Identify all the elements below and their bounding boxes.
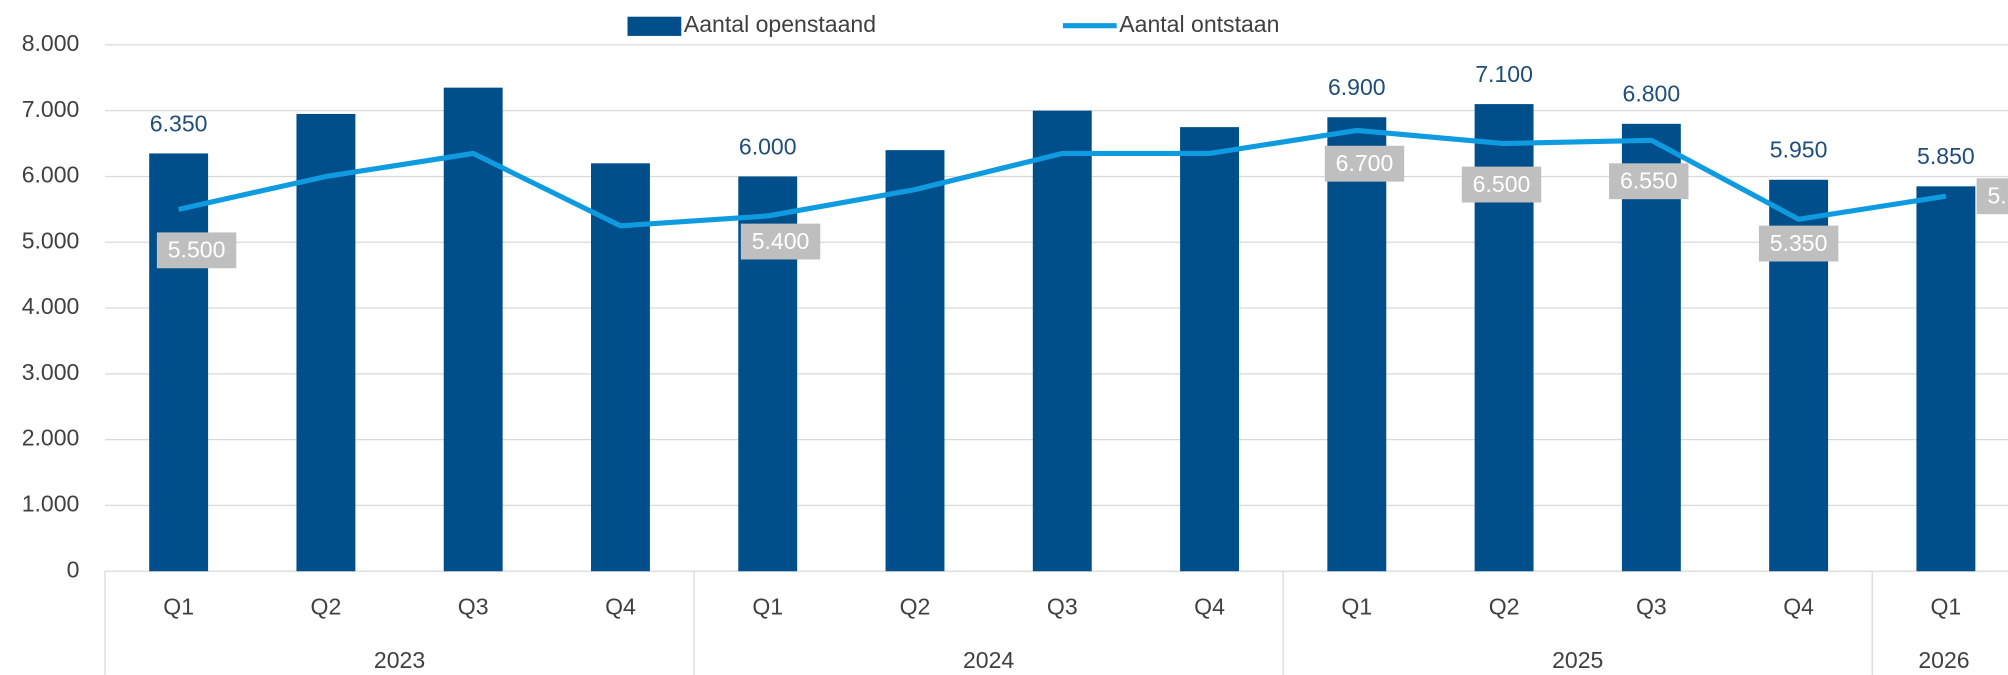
line-value-label: 5.400 [752,228,810,254]
bar [1916,186,1976,572]
bar-value-label: 6.900 [1328,74,1386,100]
x-tick-label: Q1 [163,593,194,619]
line-value-label: 5.700 [1987,183,2008,209]
y-tick-label: 6.000 [22,162,80,188]
y-tick-label: 5.000 [22,227,80,253]
group-label: 2024 [963,647,1014,673]
bar [443,87,503,572]
line-label-box [1609,163,1689,200]
bar [1327,117,1387,572]
legend-label: Aantal openstaand [684,11,876,37]
bar [885,150,945,572]
x-tick-label: Q4 [1194,593,1225,619]
line-value-label: 6.700 [1336,150,1394,176]
group-label: 2026 [1918,647,1969,673]
x-tick-label: Q3 [1047,593,1078,619]
line-label-box [740,223,821,260]
x-tick-label: Q1 [752,593,783,619]
x-tick-label: Q2 [311,593,342,619]
x-tick-label: Q3 [1636,593,1667,619]
line-label-box [1976,178,2008,215]
y-tick-label: 7.000 [22,96,80,122]
bar [591,163,650,572]
y-tick-label: 8.000 [22,30,80,56]
bar [1180,127,1239,572]
bar-value-label: 6.000 [739,133,797,159]
line [178,127,1947,229]
x-tick-label: Q1 [1931,593,1962,619]
bar-value-label: 7.100 [1475,61,1533,87]
x-tick-label: Q1 [1341,593,1372,619]
legend-swatch [627,16,682,36]
bar-value-label: 5.850 [1917,143,1975,169]
line-label-box [1758,225,1839,262]
y-tick-label: 4.000 [22,293,80,319]
group-label: 2023 [374,647,425,673]
x-tick-label: Q2 [1489,593,1520,619]
bar [149,153,209,572]
bar [296,113,356,572]
x-tick-label: Q4 [1783,593,1814,619]
bar-value-label: 6.800 [1623,81,1681,107]
line-label-box [156,232,237,269]
bar [1032,110,1092,572]
x-tick-label: Q2 [900,593,931,619]
line-label-box [1324,145,1405,182]
y-tick-label: 1.000 [22,491,80,517]
y-tick-label: 2.000 [22,425,80,451]
bar-value-label: 6.350 [150,110,208,136]
line-value-label: 5.350 [1770,230,1828,256]
legend-label: Aantal ontstaan [1119,11,1279,37]
line-value-label: 6.500 [1473,171,1531,197]
x-tick-label: Q4 [605,593,636,619]
x-tick-label: Q3 [458,593,489,619]
bar-value-label: 5.950 [1770,137,1828,163]
line-value-label: 6.550 [1620,168,1678,194]
line-value-label: 5.500 [168,237,226,263]
y-tick-label: 0 [67,556,80,582]
line-label-box [1461,166,1542,203]
group-label: 2025 [1552,647,1603,673]
y-tick-label: 3.000 [22,359,80,385]
